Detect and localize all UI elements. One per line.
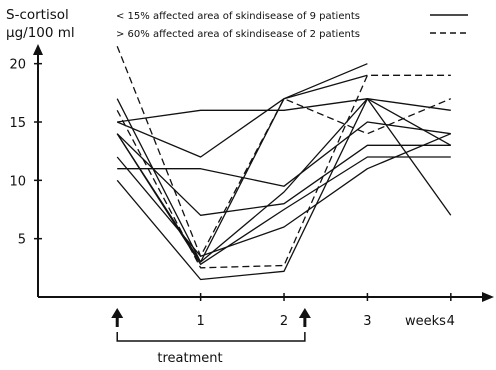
axes: 5 10 15 20 1 2 3 4: [9, 14, 494, 342]
y-axis-label-line2: µg/100 ml: [6, 25, 75, 41]
y-tick-label: 5: [18, 233, 26, 248]
legend-label-solid: < 15% affected area of skindisease of 9 …: [116, 11, 360, 22]
solid-series-line-7: [116, 133, 451, 265]
solid-series-line-9: [116, 98, 452, 281]
x-tick-label: 2: [280, 314, 288, 329]
x-axis-label: weeks: [405, 314, 446, 329]
y-tick-label: 10: [9, 174, 26, 189]
y-axis-arrow: [33, 44, 43, 55]
solid-series-line-2: [116, 74, 368, 263]
x-axis-arrow: [482, 292, 494, 302]
solid-series-line-1: [116, 63, 368, 158]
treatment-arrow-start: [111, 308, 124, 318]
y-tick-label: 20: [9, 58, 26, 73]
y-tick-label: 15: [9, 116, 26, 131]
solid-series-line-4: [117, 121, 451, 187]
solid-series-line-8: [116, 133, 452, 257]
x-tick-label: 1: [196, 314, 204, 329]
text-labels: S-cortisol µg/100 ml < 15% affected area…: [6, 7, 446, 366]
data-lines: [116, 45, 452, 281]
legend-label-dashed: > 60% affected area of skindisease of 2 …: [116, 29, 360, 40]
treatment-bracket: [116, 332, 306, 342]
solid-series-line-5: [116, 98, 452, 263]
y-axis-label-line1: S-cortisol: [6, 7, 69, 23]
x-tick-label: 4: [447, 314, 455, 329]
solid-series-line-6: [116, 133, 451, 216]
treatment-label: treatment: [157, 351, 222, 366]
x-tick-label: 3: [363, 314, 371, 329]
dashed-series-line-11: [116, 74, 451, 269]
dashed-series-line-10: [116, 45, 452, 257]
treatment-arrow-end: [298, 308, 311, 318]
solid-series-line-3: [117, 98, 451, 123]
